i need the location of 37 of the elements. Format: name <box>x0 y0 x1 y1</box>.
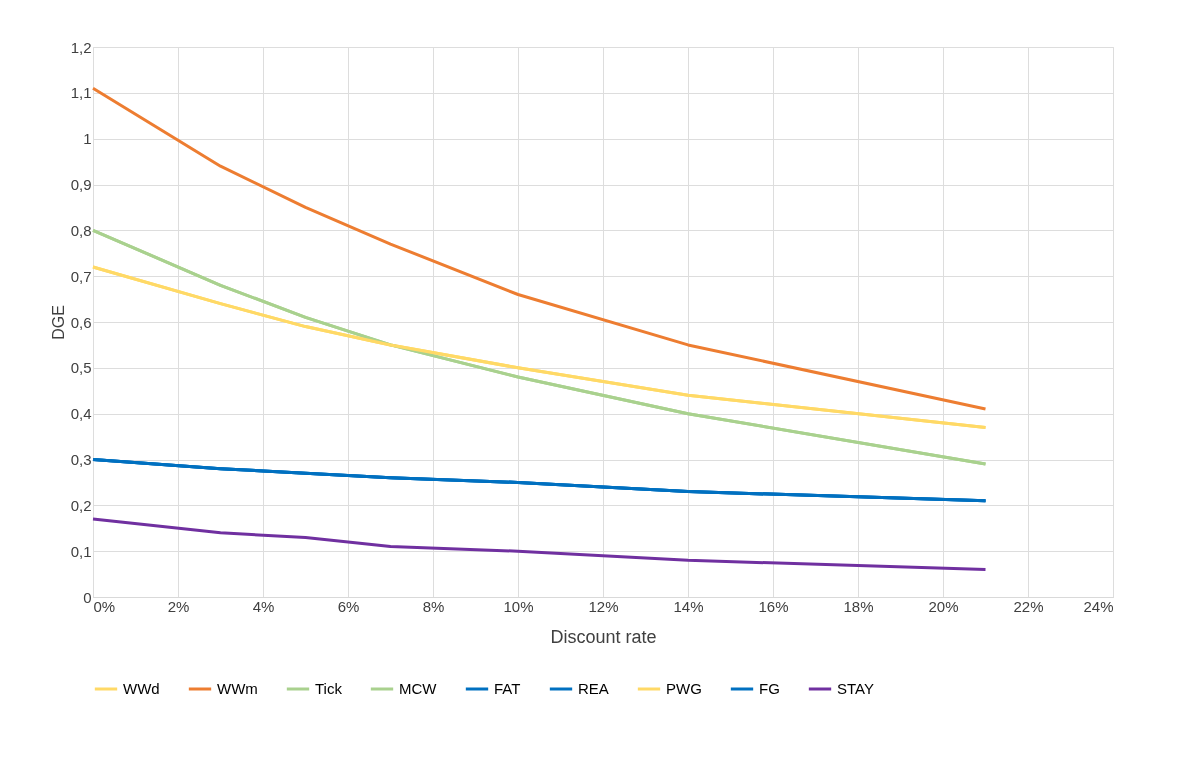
legend-label: PWG <box>666 680 702 697</box>
legend-label: FG <box>759 680 780 697</box>
y-tick-label: 0,4 <box>70 405 92 423</box>
x-tick-label: 18% <box>843 597 874 615</box>
x-tick-label: 10% <box>503 597 534 615</box>
y-tick-label: 0,3 <box>70 451 92 468</box>
y-tick-label: 0,1 <box>70 542 92 560</box>
y-tick-label: 0,8 <box>70 221 92 239</box>
legend-label: MCW <box>399 680 438 697</box>
y-tick-label: 0 <box>83 588 92 606</box>
legend-label: WWm <box>217 680 258 697</box>
y-tick-label: 0,6 <box>70 313 92 331</box>
x-tick-label: 12% <box>588 597 619 615</box>
x-tick-label: 0% <box>93 597 116 615</box>
x-axis-title: Discount rate <box>550 626 657 647</box>
x-tick-label: 6% <box>337 597 360 615</box>
y-tick-label: 0,9 <box>70 176 92 193</box>
x-tick-label: 2% <box>167 597 190 615</box>
x-tick-label: 8% <box>422 597 445 615</box>
y-tick-label: 1,2 <box>70 38 92 56</box>
legend-label: WWd <box>123 680 160 697</box>
x-tick-label: 4% <box>252 597 275 615</box>
x-tick-label: 16% <box>758 597 789 615</box>
x-tick-label: 22% <box>1013 597 1044 615</box>
y-axis-title: DGE <box>49 305 67 340</box>
y-tick-label: 1,1 <box>70 84 92 102</box>
y-tick-label: 1 <box>83 130 92 148</box>
x-tick-label: 14% <box>673 597 704 615</box>
legend-label: FAT <box>494 680 521 697</box>
legend-label: REA <box>578 680 609 697</box>
x-tick-label: 20% <box>928 597 959 615</box>
y-tick-label: 0,7 <box>70 267 92 285</box>
x-tick-label: 24% <box>1083 597 1114 615</box>
y-tick-label: 0,5 <box>70 359 92 377</box>
legend-label: STAY <box>837 680 874 697</box>
legend-label: Tick <box>315 680 343 697</box>
y-tick-label: 0,2 <box>70 496 92 514</box>
